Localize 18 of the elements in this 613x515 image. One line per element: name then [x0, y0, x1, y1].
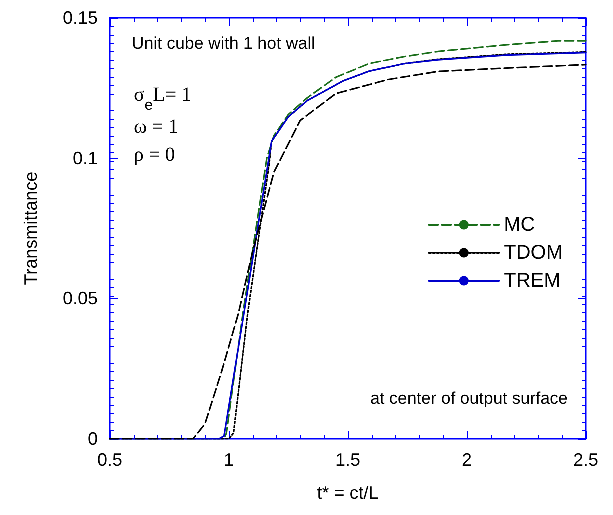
x-tick-label: 2: [462, 450, 472, 470]
y-tick-label: 0.05: [62, 288, 98, 309]
legend-label: MC: [504, 214, 536, 236]
y-tick-label: 0.15: [62, 8, 98, 28]
annotation: Unit cube with 1 hot wall: [132, 34, 316, 53]
x-axis-title: t* = ct/L: [317, 483, 379, 503]
legend-label: TDOM: [504, 242, 564, 264]
annotation: ω = 1: [134, 116, 178, 138]
annotation: at center of output surface: [370, 389, 568, 408]
y-axis-title: Transmittance: [21, 172, 41, 286]
x-tick-label: 2.5: [573, 450, 599, 470]
x-tick-label: 0.5: [97, 450, 123, 470]
y-tick-label: 0: [88, 429, 98, 449]
y-tick-label: 0.1: [72, 148, 98, 168]
x-tick-label: 1: [224, 450, 234, 470]
legend-label: TREM: [504, 270, 561, 292]
x-tick-label: 1.5: [335, 450, 361, 470]
annotation: ρ = 0: [134, 144, 176, 166]
